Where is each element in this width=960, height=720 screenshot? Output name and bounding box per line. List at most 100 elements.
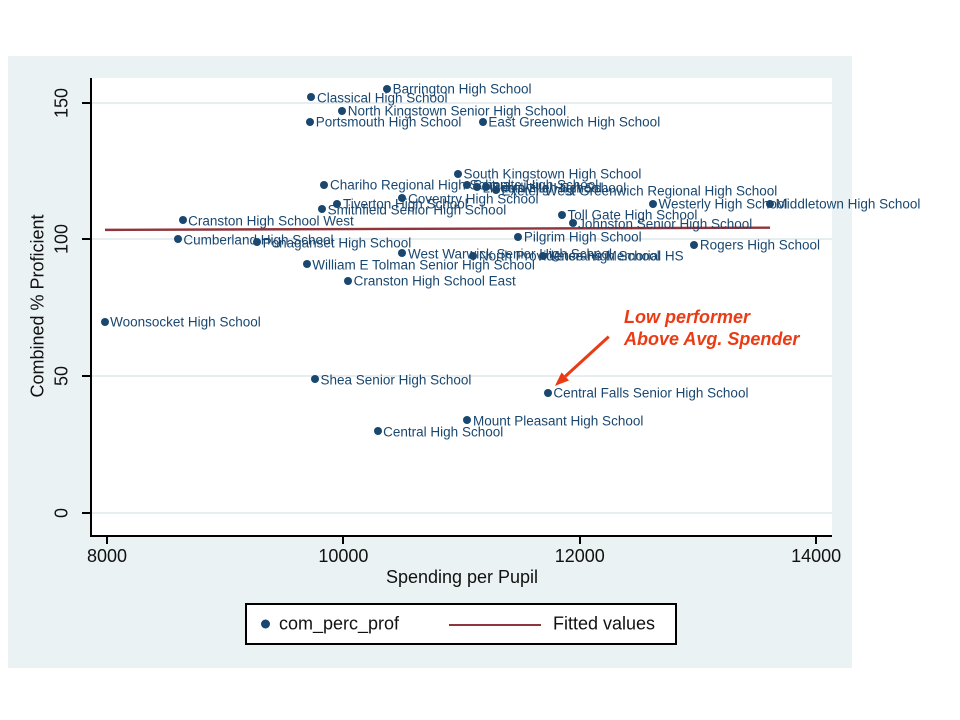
data-point-label: Smithfield Senior High School bbox=[327, 202, 507, 218]
data-point-label: Westerly High School bbox=[658, 196, 788, 212]
data-point-label: Chariho Regional High School bbox=[329, 177, 511, 193]
data-point-label: South Kingstown High School bbox=[463, 166, 642, 182]
data-point-label: Central Falls Senior High School bbox=[553, 385, 749, 401]
gridline bbox=[92, 375, 832, 378]
data-point-label: Scituate High School bbox=[472, 177, 599, 193]
data-point-label: Classical High School bbox=[316, 90, 448, 106]
x-tick-label: 10000 bbox=[318, 546, 369, 566]
legend-fit-label: Fitted values bbox=[553, 613, 656, 634]
x-tick-label: 14000 bbox=[791, 546, 842, 566]
x-tick-label: 8000 bbox=[86, 546, 128, 566]
data-point-dot bbox=[253, 238, 262, 247]
y-tick-label: 0 bbox=[51, 508, 72, 519]
data-point-dot bbox=[766, 199, 775, 208]
data-point-label: Ponaganset High School bbox=[262, 235, 412, 251]
data-point-dot bbox=[478, 117, 487, 126]
data-point-dot bbox=[491, 186, 500, 195]
data-point-label: Tiverton High School bbox=[342, 196, 468, 212]
legend-series-label: com_perc_prof bbox=[279, 613, 400, 634]
data-point-label: Cumberland High School bbox=[183, 232, 334, 248]
data-point-label: Pilgrim High School bbox=[523, 229, 642, 245]
x-tick-label: 12000 bbox=[554, 546, 605, 566]
y-tick-label: 100 bbox=[51, 224, 72, 255]
gridline bbox=[92, 512, 832, 515]
data-point-label: Cranston High School East bbox=[353, 273, 516, 289]
data-point-dot bbox=[558, 210, 567, 219]
y-tick-label: 50 bbox=[51, 366, 72, 387]
data-point-label: William E Tolman Senior High School bbox=[312, 257, 535, 273]
data-point-dot bbox=[383, 84, 392, 93]
data-point-label: Veterans Memorial HS bbox=[548, 248, 684, 264]
data-point-dot bbox=[344, 276, 353, 285]
gridline bbox=[92, 101, 832, 104]
data-point-dot bbox=[482, 183, 491, 192]
y-tick-mark bbox=[82, 375, 90, 378]
data-point-label: Central High School bbox=[383, 424, 504, 439]
data-point-dot bbox=[398, 194, 407, 203]
data-point-label: Exeter-West Greenwich Regional High Scho… bbox=[501, 183, 778, 199]
data-point-label: Toll Gate High School bbox=[567, 207, 698, 223]
data-point-label: Barrington High School bbox=[392, 81, 532, 97]
legend: com_perc_prof Fitted values bbox=[245, 603, 677, 645]
data-point-label: Coventry High School bbox=[407, 191, 539, 207]
data-point-dot bbox=[178, 216, 187, 225]
data-point-label: North Kingstown Senior High School bbox=[347, 103, 567, 119]
data-point-dot bbox=[472, 183, 481, 192]
data-point-dot bbox=[690, 240, 699, 249]
data-point-label: Rogers High School bbox=[699, 237, 820, 253]
y-tick-mark bbox=[82, 238, 90, 241]
annotation-line-1: Low performer bbox=[624, 307, 751, 327]
y-tick-label: 150 bbox=[51, 87, 72, 118]
data-point-label: West Warwick Senior High School bbox=[407, 246, 613, 262]
data-point-dot bbox=[469, 251, 478, 260]
y-tick-mark bbox=[82, 512, 90, 515]
data-point-dot bbox=[320, 180, 329, 189]
data-point-dot bbox=[318, 205, 327, 214]
data-point-dot bbox=[333, 199, 342, 208]
data-point-dot bbox=[454, 169, 463, 178]
x-axis-line bbox=[90, 535, 832, 537]
data-point-label: North Providence High School bbox=[478, 248, 660, 264]
data-point-dot bbox=[338, 106, 347, 115]
data-point-dot bbox=[173, 235, 182, 244]
data-point-dot bbox=[514, 232, 523, 241]
data-point-dot bbox=[463, 180, 472, 189]
x-tick-mark bbox=[106, 537, 108, 544]
data-point-label: Mount Pleasant High School bbox=[472, 413, 644, 429]
data-point-dot bbox=[568, 219, 577, 228]
y-axis-title: Combined % Proficient bbox=[27, 214, 48, 398]
data-point-label: Burrillville High School bbox=[491, 180, 627, 196]
y-tick-mark bbox=[82, 101, 90, 104]
data-point-dot bbox=[306, 117, 315, 126]
data-point-dot bbox=[307, 93, 316, 102]
data-point-label: Lincoln High School bbox=[482, 180, 602, 196]
data-point-dot bbox=[649, 199, 658, 208]
data-point-label: Cranston High School West bbox=[188, 213, 354, 229]
data-point-label: Middletown High School bbox=[775, 196, 921, 212]
data-point-dot bbox=[373, 427, 382, 435]
annotation-callout: Low performer Above Avg. Spender bbox=[624, 306, 799, 350]
data-point-dot bbox=[543, 388, 552, 397]
gridline bbox=[92, 238, 832, 241]
data-point-dot bbox=[398, 249, 407, 258]
data-point-label: East Greenwich High School bbox=[488, 114, 661, 130]
data-point-dot bbox=[463, 416, 472, 425]
x-axis-title: Spending per Pupil bbox=[385, 567, 539, 587]
x-tick-mark bbox=[578, 537, 581, 544]
data-point-dot bbox=[539, 251, 548, 260]
data-point-label: Shea Senior High School bbox=[320, 372, 472, 388]
y-axis-line bbox=[90, 78, 92, 537]
data-point-label: Woonsocket High School bbox=[110, 314, 261, 330]
data-point-dot bbox=[302, 260, 311, 269]
annotation-line-2: Above Avg. Spender bbox=[624, 329, 800, 349]
plot-area bbox=[92, 78, 832, 535]
x-tick-mark bbox=[342, 537, 345, 544]
x-tick-mark bbox=[815, 537, 818, 544]
data-point-dot bbox=[311, 375, 320, 384]
data-point-label: Portsmouth High School bbox=[315, 114, 462, 130]
legend-fitted-line-sample bbox=[449, 624, 541, 626]
legend-point-marker-icon bbox=[261, 619, 270, 629]
data-point-dot bbox=[100, 317, 109, 326]
